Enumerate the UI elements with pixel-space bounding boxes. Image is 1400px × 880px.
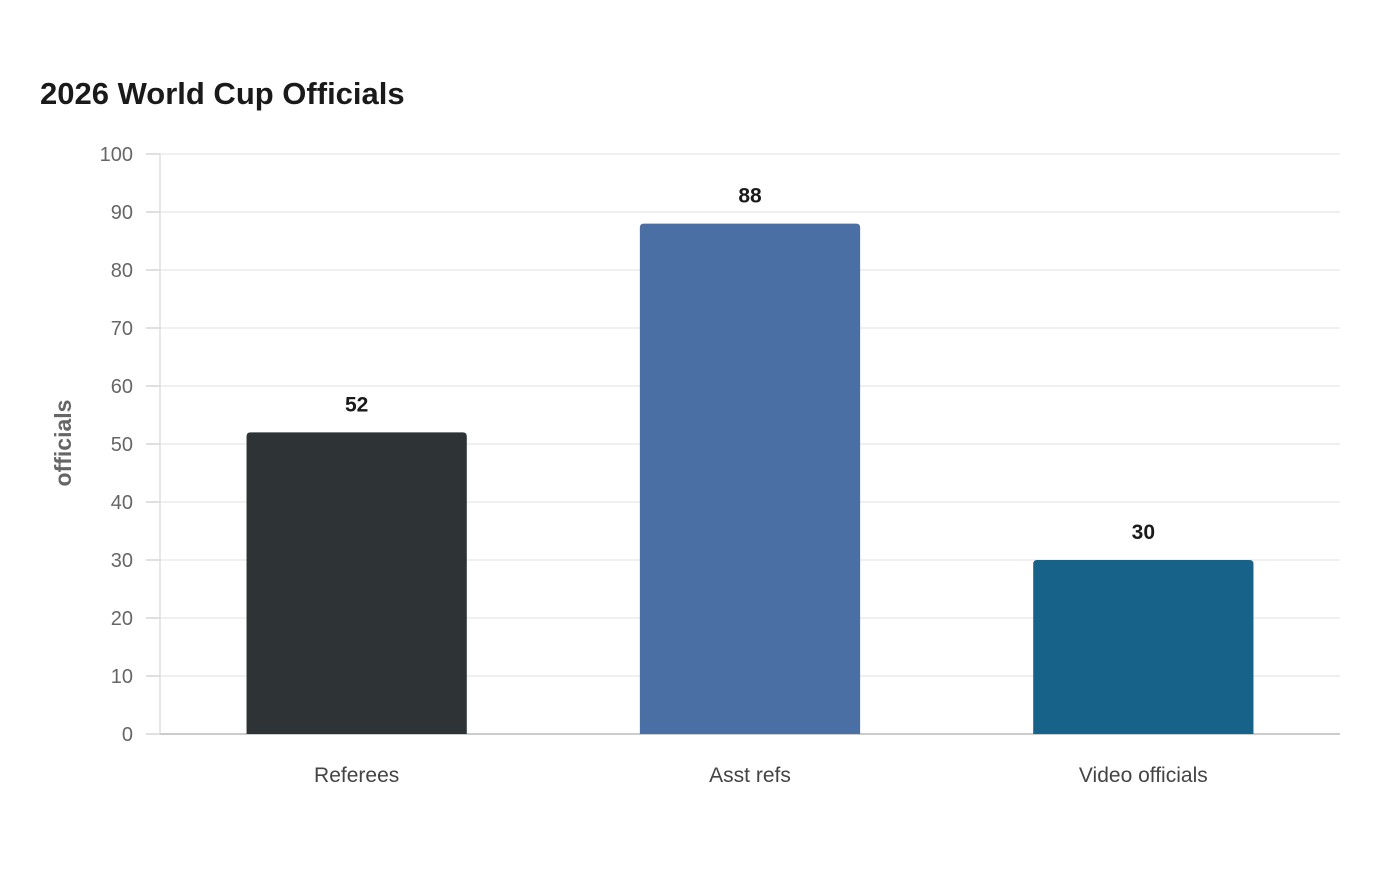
y-tick-label: 50 <box>111 434 133 456</box>
category-label: Referees <box>314 764 399 787</box>
bar-video-officials <box>1033 560 1254 734</box>
data-label: 30 <box>1132 521 1155 544</box>
y-tick-label: 40 <box>111 492 133 514</box>
y-tick-label: 100 <box>100 144 133 166</box>
category-labels: Referees Asst refs Video officials <box>314 764 1208 787</box>
y-tick-label: 80 <box>111 260 133 282</box>
y-tick-label: 70 <box>111 318 133 340</box>
data-label: 52 <box>345 393 368 416</box>
category-label: Asst refs <box>709 764 791 787</box>
category-label: Video officials <box>1079 764 1208 787</box>
y-tick-label: 60 <box>111 376 133 398</box>
data-labels: 52 88 30 <box>345 185 1155 544</box>
data-label: 88 <box>738 185 762 208</box>
bars <box>246 223 1254 734</box>
y-tick-label: 30 <box>111 550 133 572</box>
y-tick-label: 90 <box>111 202 133 224</box>
chart-title: 2026 World Cup Officials <box>40 76 405 111</box>
y-tick-label: 10 <box>111 666 133 688</box>
y-axis-title: officials <box>50 400 76 487</box>
bar-referees <box>246 432 467 734</box>
y-tick-label: 20 <box>111 608 133 630</box>
y-axis-ticks: 0 10 20 30 40 50 60 70 80 90 100 <box>100 144 160 746</box>
bar-asst-refs <box>639 223 861 734</box>
y-tick-label: 0 <box>122 724 133 746</box>
